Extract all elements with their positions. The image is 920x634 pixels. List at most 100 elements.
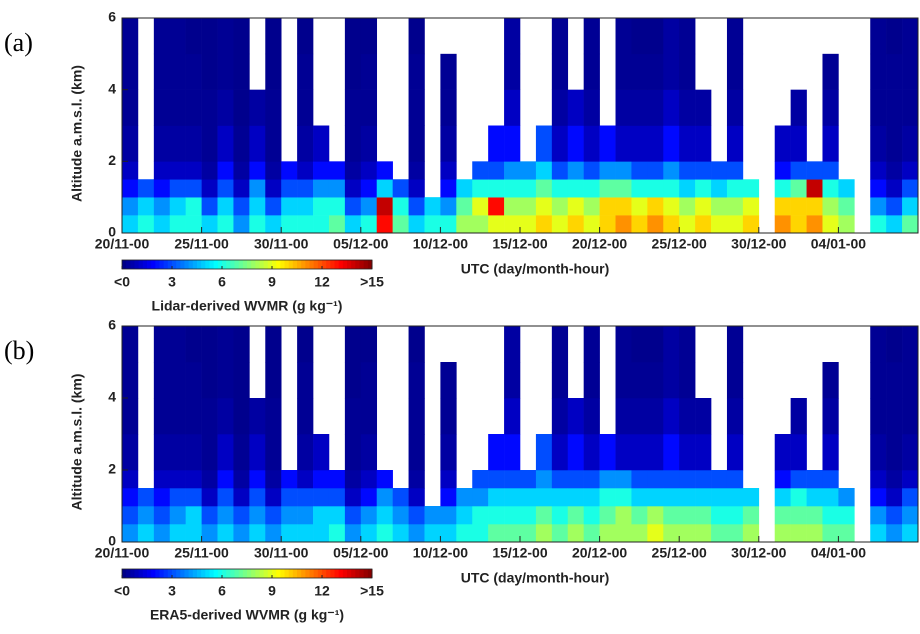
heatmap-cell bbox=[137, 524, 155, 543]
heatmap-cell bbox=[201, 326, 218, 363]
heatmap-cell bbox=[201, 362, 218, 399]
x-axis-label: UTC (day/month-hour) bbox=[461, 261, 610, 277]
heatmap-cell bbox=[344, 18, 362, 55]
heatmap-cell bbox=[726, 215, 744, 234]
colorbar-swatch bbox=[251, 569, 256, 578]
heatmap-cell bbox=[726, 524, 744, 543]
colorbar-swatch bbox=[288, 569, 294, 578]
colorbar-tick-label: 3 bbox=[168, 583, 176, 599]
heatmap-cell bbox=[870, 125, 887, 162]
heatmap-cell bbox=[870, 488, 887, 507]
heatmap-cell bbox=[583, 470, 600, 489]
heatmap-cell bbox=[153, 215, 171, 234]
colorbar-swatch bbox=[197, 260, 202, 269]
colorbar-swatch bbox=[213, 260, 219, 269]
colorbar-swatch bbox=[130, 569, 135, 578]
heatmap-cell bbox=[567, 434, 584, 471]
heatmap-cell bbox=[631, 197, 648, 216]
heatmap-cell bbox=[281, 488, 298, 507]
heatmap-cell bbox=[615, 506, 632, 525]
heatmap-cell bbox=[551, 215, 569, 234]
heatmap-cell bbox=[169, 524, 186, 543]
heatmap-cell bbox=[344, 89, 362, 126]
heatmap-cell bbox=[137, 488, 155, 507]
heatmap-cell bbox=[488, 215, 505, 234]
heatmap-cell bbox=[583, 125, 600, 162]
y-tick-label: 6 bbox=[108, 9, 116, 25]
heatmap-cell bbox=[822, 470, 839, 489]
heatmap-cell bbox=[647, 524, 664, 543]
heatmap-cell bbox=[663, 506, 680, 525]
colorbar-swatch bbox=[301, 569, 306, 578]
heatmap-cell bbox=[902, 125, 919, 162]
heatmap-cell bbox=[122, 215, 139, 234]
heatmap-cell bbox=[360, 89, 378, 126]
colorbar-swatch bbox=[226, 260, 231, 269]
heatmap-cell bbox=[870, 398, 887, 435]
heatmap-cell bbox=[249, 197, 266, 216]
heatmap-cell bbox=[774, 506, 791, 525]
heatmap-cell bbox=[647, 362, 664, 399]
heatmap-cell bbox=[726, 434, 744, 471]
heatmap-cell bbox=[551, 488, 569, 507]
heatmap-cell bbox=[344, 488, 362, 507]
heatmap-cell bbox=[440, 488, 457, 507]
x-tick-label: 25/12-00 bbox=[652, 236, 707, 252]
heatmap-cell bbox=[440, 398, 457, 435]
colorbar-swatch bbox=[367, 260, 373, 269]
heatmap-cell bbox=[504, 18, 521, 55]
heatmap-cell bbox=[822, 161, 839, 180]
colorbar-swatch bbox=[347, 260, 352, 269]
heatmap-cell bbox=[886, 488, 903, 507]
colorbar-swatch bbox=[184, 569, 190, 578]
heatmap-cell bbox=[647, 215, 664, 234]
heatmap-cell bbox=[185, 506, 202, 525]
heatmap-cell bbox=[711, 524, 728, 543]
heatmap-cell bbox=[169, 161, 186, 180]
heatmap-cell bbox=[679, 179, 696, 198]
heatmap-cell bbox=[265, 434, 282, 471]
heatmap-cell bbox=[360, 524, 378, 543]
heatmap-cell bbox=[472, 470, 489, 489]
colorbar-tick-label: 3 bbox=[168, 274, 176, 290]
heatmap-cell bbox=[153, 362, 171, 399]
heatmap-cell bbox=[408, 398, 425, 435]
heatmap-cell bbox=[647, 89, 664, 126]
colorbar-swatch bbox=[313, 569, 319, 578]
heatmap-cell bbox=[217, 506, 234, 525]
heatmap-cell bbox=[902, 326, 919, 363]
heatmap-cell bbox=[870, 470, 887, 489]
heatmap-cell bbox=[185, 434, 202, 471]
heatmap-cell bbox=[806, 179, 823, 198]
heatmap-cell bbox=[615, 179, 632, 198]
heatmap-cell bbox=[217, 18, 234, 55]
heatmap-cell bbox=[615, 326, 632, 363]
heatmap-cell bbox=[217, 197, 234, 216]
heatmap-cell bbox=[806, 215, 823, 234]
heatmap-cell bbox=[201, 470, 218, 489]
colorbar-swatch bbox=[163, 260, 169, 269]
heatmap-cell bbox=[313, 215, 330, 234]
heatmap-cell bbox=[472, 215, 489, 234]
heatmap-cell bbox=[313, 524, 330, 543]
heatmap-cell bbox=[790, 161, 807, 180]
heatmap-cell bbox=[297, 179, 314, 198]
heatmap-cell bbox=[695, 179, 712, 198]
heatmap-cell bbox=[679, 215, 696, 234]
heatmap-cell bbox=[360, 326, 378, 363]
heatmap-cell bbox=[344, 161, 362, 180]
x-tick-label: 15/12-00 bbox=[492, 236, 547, 252]
heatmap-cell bbox=[822, 398, 839, 435]
heatmap-cell bbox=[137, 197, 155, 216]
heatmap-cell bbox=[217, 470, 234, 489]
heatmap-cell bbox=[376, 215, 393, 234]
heatmap-cell bbox=[886, 89, 903, 126]
heatmap-cell bbox=[663, 179, 680, 198]
heatmap-cell bbox=[488, 161, 505, 180]
heatmap-cell bbox=[631, 434, 648, 471]
heatmap-cell bbox=[488, 179, 505, 198]
y-tick-label: 0 bbox=[108, 224, 116, 240]
heatmap-cell bbox=[249, 506, 266, 525]
colorbar-swatch bbox=[155, 260, 160, 269]
heatmap-cell bbox=[711, 488, 728, 507]
